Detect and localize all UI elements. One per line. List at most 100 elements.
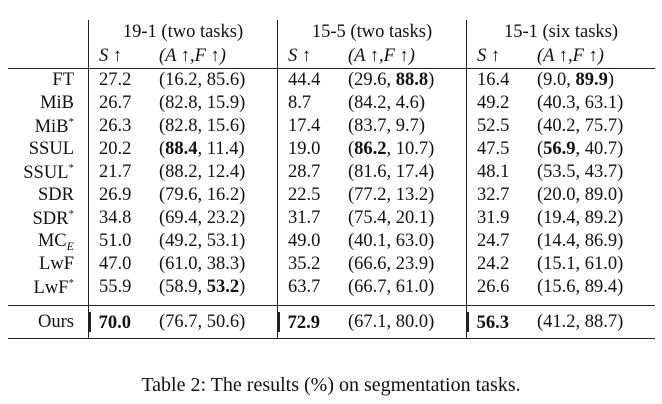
- s-value: 28.7: [277, 161, 342, 184]
- table-row: MiB 26.7 (82.8, 15.9) 8.7 (84.2, 4.6) 49.2 (40…: [8, 92, 655, 115]
- af-value: (67.1, 80.0): [342, 305, 467, 339]
- af-value: (82.8, 15.9): [159, 93, 246, 114]
- af-header: (A ↑,F ↑): [153, 45, 278, 69]
- af-header: (A ↑,F ↑): [531, 45, 655, 69]
- table-row: SSUL 20.2 (88.4, 11.4) 19.0 (86.2, 10.7) 47.5…: [8, 138, 655, 161]
- af-value: (61.0, 38.3): [159, 254, 246, 275]
- s-value: 22.5: [277, 184, 342, 207]
- table-row: LwF 47.0 (61.0, 38.3) 35.2 (66.6, 23.9) 24.2 (…: [8, 253, 655, 276]
- af-value: (81.6, 17.4): [348, 162, 435, 183]
- s-value: 72.9: [277, 305, 342, 339]
- bar-mark: [278, 311, 280, 332]
- s-value: 31.9: [466, 207, 531, 230]
- af-value: (77.2, 13.2): [348, 185, 435, 206]
- af-value: (16.2, 85.6): [159, 70, 246, 91]
- s-value: 8.7: [277, 92, 342, 115]
- s-value: 16.4: [466, 68, 531, 92]
- method-name: Ours: [8, 305, 89, 339]
- group-header-row: 19-1 (two tasks) 15-5 (two tasks) 15-1 (…: [8, 20, 655, 45]
- method-name: FT: [52, 70, 74, 91]
- table-row: FT 27.2 (16.2, 85.6) 44.4 (29.6, 88.8) 16.4 (9…: [8, 68, 655, 92]
- af-value: (15.1, 61.0): [537, 254, 624, 275]
- af-value: (41.2, 88.7): [531, 305, 655, 339]
- bar-mark: [467, 311, 469, 332]
- table-row: LwF* 55.9 (58.9, 53.2) 63.7 (66.7, 61.0) 26.6…: [8, 276, 655, 299]
- af-value: (66.6, 23.9): [348, 254, 435, 275]
- af-value: (15.6, 89.4): [537, 277, 624, 298]
- af-value: (75.4, 20.1): [348, 208, 435, 229]
- method-name: SDR*: [32, 207, 75, 229]
- table-row: SDR* 34.8 (69.4, 23.2) 31.7 (75.4, 20.1) 31.9…: [8, 207, 655, 230]
- af-value: (56.9, 40.7): [537, 139, 624, 160]
- s-value: 47.5: [466, 138, 531, 161]
- s-header: S ↑: [88, 45, 153, 69]
- af-value: (69.4, 23.2): [159, 208, 246, 229]
- s-value: 55.9: [88, 276, 153, 299]
- s-value: 27.2: [88, 68, 153, 92]
- s-value: 49.2: [466, 92, 531, 115]
- s-value: 48.1: [466, 161, 531, 184]
- af-value: (86.2, 10.7): [348, 139, 435, 160]
- s-value: 47.0: [88, 253, 153, 276]
- af-value: (29.6, 88.8): [348, 70, 435, 91]
- method-name: MCE: [37, 230, 74, 253]
- s-value: 49.0: [277, 230, 342, 253]
- s-value: 35.2: [277, 253, 342, 276]
- method-name: SDR: [38, 185, 74, 206]
- af-value: (66.7, 61.0): [348, 277, 435, 298]
- s-value: 24.7: [466, 230, 531, 253]
- table-row: MiB* 26.3 (82.8, 15.6) 17.4 (83.7, 9.7) 52.5 (…: [8, 115, 655, 138]
- s-value: 63.7: [277, 276, 342, 299]
- group-header: 19-1 (two tasks): [88, 20, 278, 45]
- af-value: (20.0, 89.0): [537, 185, 624, 206]
- s-value: 31.7: [277, 207, 342, 230]
- s-value: 17.4: [277, 115, 342, 138]
- s-value: 24.2: [466, 253, 531, 276]
- af-value: (84.2, 4.6): [348, 93, 426, 114]
- method-name: LwF: [39, 254, 74, 275]
- table-row: Ours 70.0 (76.7, 50.6) 72.9 (67.1, 80.0) 56.3…: [8, 305, 655, 339]
- table-caption: Table 2: The results (%) on segmentation…: [141, 374, 521, 396]
- method-name: SSUL*: [23, 161, 74, 183]
- af-value: (76.7, 50.6): [153, 305, 278, 339]
- af-value: (88.2, 12.4): [159, 162, 246, 183]
- af-value: (83.7, 9.7): [348, 116, 426, 137]
- af-header: (A ↑,F ↑): [342, 45, 467, 69]
- af-value: (58.9, 53.2): [159, 277, 246, 298]
- af-value: (40.2, 75.7): [537, 116, 624, 137]
- s-value: 26.7: [88, 92, 153, 115]
- s-value: 34.8: [88, 207, 153, 230]
- af-value: (82.8, 15.6): [159, 116, 246, 137]
- af-value: (19.4, 89.2): [537, 208, 624, 229]
- af-value: (49.2, 53.1): [159, 231, 246, 252]
- s-value: 26.3: [88, 115, 153, 138]
- s-value: 26.9: [88, 184, 153, 207]
- af-value: (53.5, 43.7): [537, 162, 624, 183]
- table-row: SSUL* 21.7 (88.2, 12.4) 28.7 (81.6, 17.4) 48.…: [8, 161, 655, 184]
- table-row: MCE 51.0 (49.2, 53.1) 49.0 (40.1, 63.0) 24.7 (…: [8, 230, 655, 253]
- af-value: (14.4, 86.9): [537, 231, 624, 252]
- af-value: (88.4, 11.4): [159, 139, 245, 160]
- s-header: S ↑: [277, 45, 342, 69]
- s-value: 51.0: [88, 230, 153, 253]
- af-value: (40.3, 63.1): [537, 93, 624, 114]
- s-value: 26.6: [466, 276, 531, 299]
- bar-mark: [89, 311, 91, 332]
- group-header: 15-1 (six tasks): [466, 20, 655, 45]
- table-row: SDR 26.9 (79.6, 16.2) 22.5 (77.2, 13.2) 32.7 (…: [8, 184, 655, 207]
- method-name: MiB: [40, 93, 74, 114]
- s-value: 20.2: [88, 138, 153, 161]
- group-header: 15-5 (two tasks): [277, 20, 467, 45]
- af-value: (9.0, 89.9): [537, 70, 615, 91]
- s-header: S ↑: [466, 45, 531, 69]
- separator-row: [8, 299, 655, 306]
- s-value: 70.0: [88, 305, 153, 339]
- s-value: 32.7: [466, 184, 531, 207]
- sub-header-row: S ↑ (A ↑,F ↑) S ↑ (A ↑,F ↑) S ↑ (A ↑,F ↑…: [8, 45, 655, 69]
- s-value: 19.0: [277, 138, 342, 161]
- method-name: MiB*: [34, 115, 74, 137]
- s-value: 56.3: [466, 305, 531, 339]
- results-table: 19-1 (two tasks) 15-5 (two tasks) 15-1 (…: [8, 20, 655, 339]
- s-value: 44.4: [277, 68, 342, 92]
- s-value: 52.5: [466, 115, 531, 138]
